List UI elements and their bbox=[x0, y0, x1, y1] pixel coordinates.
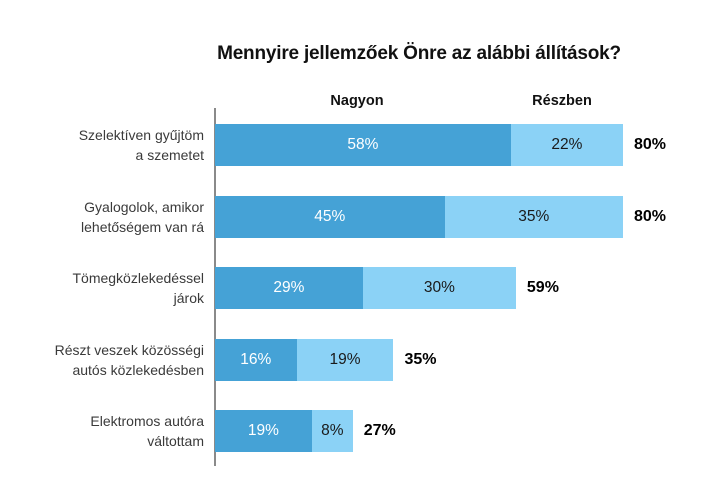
category-label: Szelektíven gyűjtöm a szemetet bbox=[78, 127, 204, 163]
series-header-reszben: Részben bbox=[532, 93, 592, 109]
total-label: 27% bbox=[363, 422, 396, 439]
y-axis-line bbox=[214, 108, 216, 466]
category-label: Elektromos autóra váltottam bbox=[90, 413, 204, 449]
bar-segment-nagyon: 45% bbox=[215, 195, 445, 238]
bar-segment-nagyon: 58% bbox=[215, 124, 511, 166]
total-label: 59% bbox=[526, 279, 559, 296]
category-label: Részt veszek közösségi autós közlekedésbe… bbox=[54, 341, 204, 378]
bar-segment-nagyon: 16% bbox=[215, 338, 297, 381]
total-label: 80% bbox=[634, 136, 667, 153]
series-header-nagyon: Nagyon bbox=[330, 93, 384, 109]
total-label: 80% bbox=[634, 207, 667, 225]
bar-segment-reszben: 8% bbox=[311, 410, 353, 452]
chart-title: Mennyire jellemzőek Önre az alábbi állít… bbox=[217, 43, 621, 64]
bar-segment-reszben: 19% bbox=[296, 338, 394, 381]
bar-segment-reszben: 30% bbox=[362, 267, 516, 309]
bar-segment-nagyon: 19% bbox=[215, 410, 312, 452]
category-label: Gyalogolok, amikor lehetőségem van rá bbox=[81, 198, 204, 235]
total-label: 35% bbox=[404, 350, 437, 368]
category-label: Tömegközlekedéssel járok bbox=[72, 270, 204, 306]
bar-segment-nagyon: 29% bbox=[215, 267, 363, 309]
bar-segment-reszben: 35% bbox=[444, 195, 623, 238]
bar-segment-reszben: 22% bbox=[510, 124, 623, 166]
